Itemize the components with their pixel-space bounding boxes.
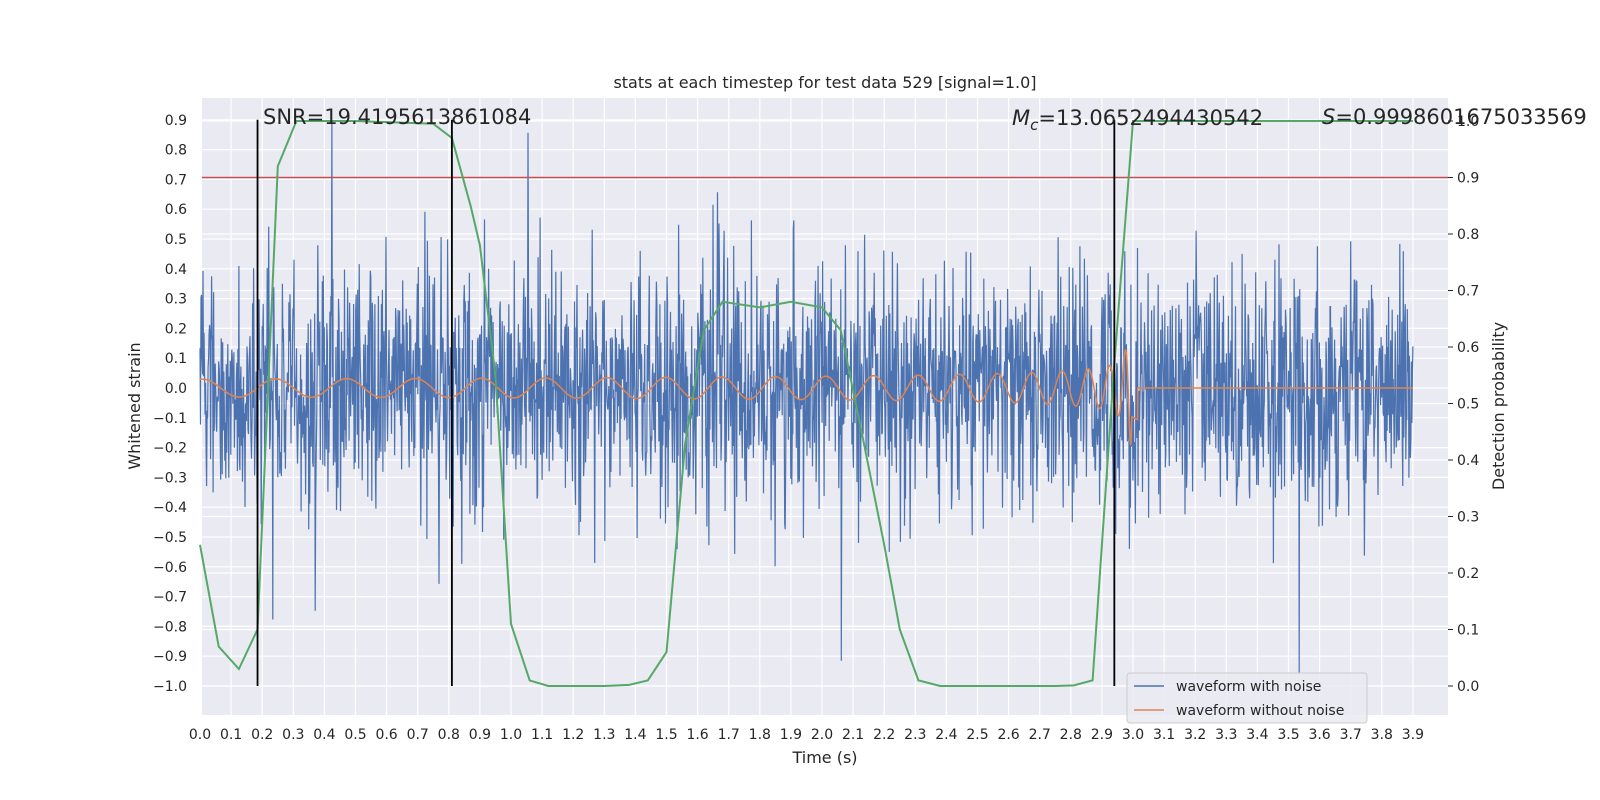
legend: waveform with noise waveform without noi… — [1126, 672, 1368, 724]
x-tick-label: 1.7 — [718, 727, 740, 743]
x-tick-label: 3.6 — [1308, 727, 1330, 743]
x-tick-label: 3.4 — [1246, 727, 1268, 743]
x-tick-label: 2.9 — [1091, 727, 1113, 743]
x-tick-label: 0.2 — [251, 727, 273, 743]
y-tick-label: 0.8 — [165, 143, 187, 159]
y-tick-label: 0.1 — [165, 351, 187, 367]
x-tick-label: 1.0 — [500, 727, 522, 743]
x-tick-label: 2.3 — [904, 727, 926, 743]
x-axis-label: Time (s) — [791, 748, 857, 767]
x-tick-label: 1.6 — [686, 727, 708, 743]
x-tick-label: 3.1 — [1153, 727, 1175, 743]
y-tick-label: −0.1 — [153, 411, 187, 427]
y2-axis-label: Detection probability — [1489, 322, 1508, 490]
x-tick-label: 3.0 — [1122, 727, 1144, 743]
x-tick-label: 1.3 — [593, 727, 615, 743]
probability-line — [199, 120, 1413, 687]
y2-tick-labels: 1.0 0.9 0.8 0.7 0.6 0.5 0.4 0.3 0.2 0.1 0.0 — [1448, 114, 1479, 695]
legend-label-clean: waveform without noise — [1176, 703, 1344, 719]
y-tick-label: −0.4 — [153, 500, 187, 516]
x-tick-label: 0.0 — [189, 727, 211, 743]
series-waveform-with-noise — [199, 119, 1414, 674]
x-tick-labels: 0.0 0.1 0.2 0.3 0.4 0.5 0.6 0.7 0.8 0.9 1.0 1.1 1.2 1… — [189, 727, 1424, 743]
chirp-mass-symbol: M — [1012, 106, 1030, 130]
y-tick-label: −0.7 — [153, 590, 187, 606]
x-tick-label: 0.9 — [469, 727, 491, 743]
legend-box — [1126, 672, 1368, 724]
y2-tick-label: 0.1 — [1457, 623, 1479, 639]
x-tick-label: 3.9 — [1402, 727, 1424, 743]
x-tick-label: 1.1 — [531, 727, 553, 743]
x-tick-label: 3.2 — [1184, 727, 1206, 743]
x-tick-label: 2.1 — [842, 727, 864, 743]
chirp-mass-annotation: Mc=13.0652494430542 — [1012, 106, 1263, 134]
x-tick-label: 0.1 — [220, 727, 242, 743]
y2-tick-label: 0.7 — [1457, 284, 1479, 300]
x-tick-label: 0.7 — [407, 727, 429, 743]
clean-line — [200, 348, 1413, 447]
y-tick-label: −0.5 — [153, 530, 187, 546]
x-tick-label: 2.2 — [873, 727, 895, 743]
y-tick-label: 0.9 — [165, 113, 187, 129]
y-tick-label: 0.3 — [165, 292, 187, 308]
x-tick-label: 1.9 — [780, 727, 802, 743]
x-tick-label: 1.2 — [562, 727, 584, 743]
y2-tick-label: 0.8 — [1457, 227, 1479, 243]
x-tick-label: 1.5 — [655, 727, 677, 743]
x-tick-label: 1.4 — [624, 727, 646, 743]
x-tick-label: 0.5 — [344, 727, 366, 743]
x-tick-label: 0.6 — [375, 727, 397, 743]
noise-line — [199, 119, 1414, 674]
x-tick-label: 3.3 — [1215, 727, 1237, 743]
legend-label-noise: waveform with noise — [1176, 679, 1321, 695]
x-tick-label: 2.4 — [935, 727, 957, 743]
y-tick-labels: 0.9 0.8 0.7 0.6 0.5 0.4 0.3 0.2 0.1 0.0 −0.1 −0.2 −0… — [153, 113, 187, 695]
score-symbol: S — [1322, 105, 1335, 129]
x-tick-label: 2.7 — [1029, 727, 1051, 743]
x-tick-label: 0.3 — [282, 727, 304, 743]
y-tick-label: 0.2 — [165, 321, 187, 337]
y2-tick-label: 0.6 — [1457, 340, 1479, 356]
y-tick-label: −1.0 — [153, 679, 187, 695]
y-tick-label: −0.6 — [153, 560, 187, 576]
y2-tick-label: 0.4 — [1457, 453, 1479, 469]
snr-annotation: SNR=19.4195613861084 — [263, 105, 531, 129]
y2-tick-label: 0.3 — [1457, 510, 1479, 526]
vertical-markers — [256, 119, 1116, 686]
y-tick-label: 0.5 — [165, 232, 187, 248]
score-annotation: S=0.9998601675033569 — [1322, 105, 1587, 129]
series-waveform-without-noise — [200, 348, 1413, 447]
x-tick-label: 3.7 — [1340, 727, 1362, 743]
y2-tick-label: 0.0 — [1457, 679, 1479, 695]
score-value: =0.9998601675033569 — [1335, 105, 1586, 129]
y-tick-label: −0.2 — [153, 441, 187, 457]
x-tick-label: 2.6 — [997, 727, 1019, 743]
chirp-mass-value: =13.0652494430542 — [1038, 106, 1263, 130]
x-tick-label: 2.0 — [811, 727, 833, 743]
y-tick-label: −0.8 — [153, 619, 187, 635]
y2-tick-label: 1.0 — [1457, 114, 1479, 130]
series-detection-probability — [199, 120, 1413, 687]
y-tick-label: 0.4 — [165, 262, 187, 278]
y-tick-label: 0.6 — [165, 202, 187, 218]
y2-tick-label: 0.5 — [1457, 397, 1479, 413]
y-axis-label: Whitened strain — [125, 342, 144, 469]
y-tick-label: 0.0 — [165, 381, 187, 397]
x-tick-label: 0.4 — [313, 727, 335, 743]
y-tick-label: −0.9 — [153, 649, 187, 665]
y2-tick-label: 0.9 — [1457, 171, 1479, 187]
y2-tick-label: 0.2 — [1457, 566, 1479, 582]
x-tick-label: 3.8 — [1371, 727, 1393, 743]
y-tick-label: −0.3 — [153, 470, 187, 486]
x-tick-label: 3.5 — [1277, 727, 1299, 743]
x-tick-label: 2.8 — [1060, 727, 1082, 743]
chirp-mass-subscript: c — [1030, 116, 1039, 134]
chart-title: stats at each timestep for test data 529… — [613, 73, 1036, 92]
x-tick-label: 0.8 — [438, 727, 460, 743]
x-tick-label: 1.8 — [749, 727, 771, 743]
y-tick-label: 0.7 — [165, 172, 187, 188]
x-tick-label: 2.5 — [966, 727, 988, 743]
